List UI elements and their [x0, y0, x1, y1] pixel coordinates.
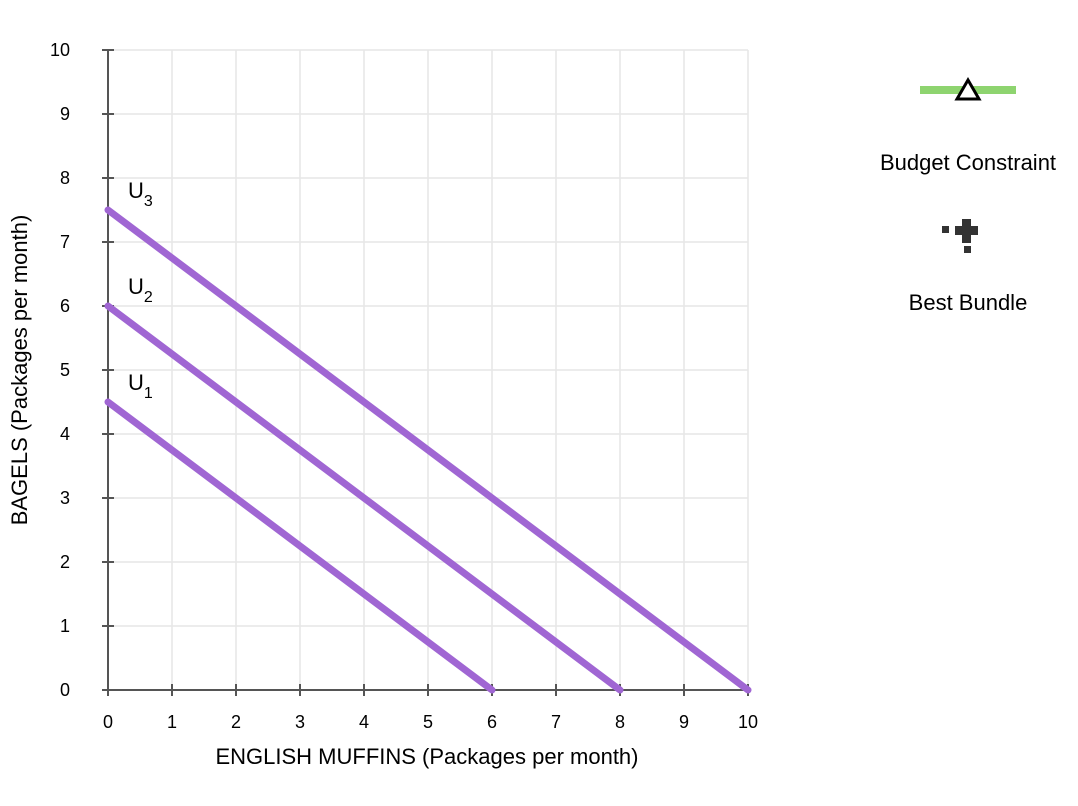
legend-label-budget-constraint: Budget Constraint — [880, 150, 1056, 175]
legend-item-budget-constraint[interactable]: Budget Constraint — [880, 77, 1056, 175]
y-tick-label: 5 — [60, 360, 70, 380]
y-tick-label: 1 — [60, 616, 70, 636]
curve-label-u2: U2 — [128, 274, 153, 306]
grid-lines — [108, 49, 749, 690]
x-tick-label: 6 — [487, 712, 497, 732]
x-tick-label: 8 — [615, 712, 625, 732]
x-tick-label: 4 — [359, 712, 369, 732]
x-tick-label: 5 — [423, 712, 433, 732]
y-tick-label: 7 — [60, 232, 70, 252]
green-line-triangle-icon — [920, 77, 1016, 101]
y-tick-label: 2 — [60, 552, 70, 572]
legend-item-best-bundle[interactable]: Best Bundle — [909, 219, 1028, 315]
curve-label-u1: U1 — [128, 370, 153, 402]
y-tick-label: 0 — [60, 680, 70, 700]
x-tick-label: 0 — [103, 712, 113, 732]
legend-label-best-bundle: Best Bundle — [909, 290, 1028, 315]
y-tick-label: 9 — [60, 104, 70, 124]
curve-labels: U1 U2 U3 — [128, 178, 153, 402]
y-tick-label: 4 — [60, 424, 70, 444]
y-axis-title: BAGELS (Packages per month) — [7, 215, 32, 526]
x-tick-label: 10 — [738, 712, 758, 732]
y-tick-label: 6 — [60, 296, 70, 316]
y-tick-label: 8 — [60, 168, 70, 188]
x-axis-title: ENGLISH MUFFINS (Packages per month) — [215, 744, 638, 769]
y-tick-labels: 0 1 2 3 4 5 6 7 8 9 10 — [50, 40, 70, 700]
x-tick-labels: 0 1 2 3 4 5 6 7 8 9 10 — [103, 712, 758, 732]
y-tick-label: 10 — [50, 40, 70, 60]
indifference-curve-u3[interactable] — [104, 206, 752, 694]
x-tick-label: 1 — [167, 712, 177, 732]
x-tick-label: 2 — [231, 712, 241, 732]
indifference-curve-u1[interactable] — [104, 398, 496, 694]
axes — [102, 49, 749, 696]
x-tick-label: 7 — [551, 712, 561, 732]
indifference-curves — [104, 206, 752, 694]
x-tick-label: 9 — [679, 712, 689, 732]
x-tick-label: 3 — [295, 712, 305, 732]
y-tick-label: 3 — [60, 488, 70, 508]
curve-label-u3: U3 — [128, 178, 153, 210]
indifference-curve-u2[interactable] — [104, 302, 624, 694]
black-plus-icon — [942, 219, 978, 253]
